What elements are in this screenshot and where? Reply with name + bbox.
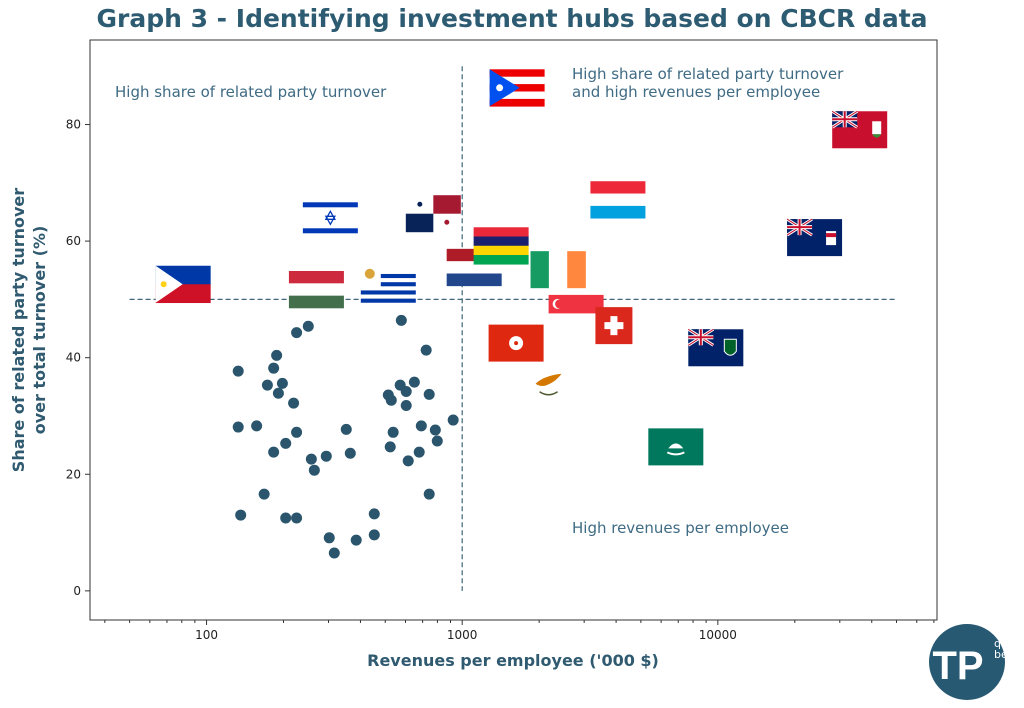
- data-point: [447, 414, 459, 426]
- y-tick-label: 40: [66, 351, 81, 365]
- data-point: [408, 376, 420, 388]
- data-point: [387, 426, 399, 438]
- data-point: [423, 388, 435, 400]
- flag-cyprus-icon: [521, 367, 577, 405]
- data-point: [288, 397, 300, 409]
- flag-mauritius-icon: [473, 227, 529, 265]
- data-point: [340, 423, 352, 435]
- data-point: [328, 547, 340, 559]
- data-point: [268, 362, 280, 374]
- data-point: [271, 349, 283, 361]
- logo-text: TP: [932, 644, 983, 688]
- data-point: [268, 446, 280, 458]
- data-point: [413, 446, 425, 458]
- flag-israel-icon: [302, 199, 358, 237]
- data-point: [258, 488, 270, 500]
- data-point: [291, 426, 303, 438]
- flag-cayman-islands-icon: [786, 217, 843, 257]
- data-point: [305, 453, 317, 465]
- flag-bermuda-icon: [831, 110, 888, 149]
- annotation-top-left: High share of related party turnover: [115, 83, 387, 101]
- data-point: [420, 344, 432, 356]
- x-tick-label: 10000: [699, 628, 737, 642]
- data-point: [395, 314, 407, 326]
- annotation-bottom-right: High revenues per employee: [572, 519, 789, 537]
- flag-switzerland-icon: [595, 307, 633, 345]
- y-tick-label: 0: [73, 584, 81, 598]
- data-point: [423, 488, 435, 500]
- logo-sup-2: be: [994, 648, 1008, 661]
- data-point: [276, 377, 288, 389]
- data-point: [385, 394, 397, 406]
- flag-singapore-icon: [548, 294, 604, 333]
- data-point: [272, 387, 284, 399]
- flag-british-virgin-islands-icon: [687, 328, 744, 367]
- flag-macao-icon: [648, 428, 704, 466]
- data-point: [429, 424, 441, 436]
- flag-panama-icon: [405, 195, 461, 233]
- data-point: [291, 327, 303, 339]
- flag-hong-kong-icon: [488, 324, 544, 362]
- data-points: [232, 314, 459, 559]
- tpqube-logo: TP qu be: [929, 624, 1008, 700]
- data-point: [344, 447, 356, 459]
- annotation-top-right-line1: High share of related party turnover: [572, 65, 844, 83]
- y-tick-label: 60: [66, 234, 81, 248]
- data-point: [415, 420, 427, 432]
- flag-hungary-icon: [288, 270, 344, 309]
- y-axis-label-line1: Share of related party turnover: [9, 188, 28, 472]
- data-point: [291, 512, 303, 524]
- data-point: [368, 529, 380, 541]
- country-flags: [155, 69, 888, 466]
- x-axis-label: Revenues per employee ('000 $): [367, 651, 659, 670]
- data-point: [232, 421, 244, 433]
- data-point: [350, 534, 362, 546]
- data-point: [308, 464, 320, 476]
- annotation-top-right-line2: and high revenues per employee: [572, 83, 820, 101]
- data-point: [261, 379, 273, 391]
- data-point: [368, 508, 380, 520]
- data-point: [323, 532, 335, 544]
- data-point: [320, 450, 332, 462]
- plot-frame: [89, 39, 938, 621]
- data-point: [384, 441, 396, 453]
- data-point: [251, 420, 263, 432]
- axis-ticks: 100 1000 10000 0 20 40 60 80: [66, 118, 935, 642]
- logo-sup-1: qu: [994, 637, 1008, 650]
- x-tick-label: 100: [195, 628, 218, 642]
- data-point: [402, 455, 414, 467]
- data-point: [400, 385, 412, 397]
- flag-ireland-icon: [530, 251, 586, 289]
- flag-puerto-rico-icon: [489, 69, 545, 107]
- y-axis-label-line2: over total turnover (%): [30, 226, 49, 435]
- flag-luxembourg-icon: [590, 181, 646, 219]
- data-point: [235, 509, 247, 521]
- x-tick-label: 1000: [447, 628, 478, 642]
- data-point: [232, 365, 244, 377]
- data-point: [280, 437, 292, 449]
- flag-uruguay-icon: [360, 265, 416, 303]
- chart-title: Graph 3 - Identifying investment hubs ba…: [96, 4, 928, 33]
- data-point: [302, 320, 314, 332]
- y-tick-label: 20: [66, 467, 81, 481]
- y-tick-label: 80: [66, 118, 81, 132]
- data-point: [431, 435, 443, 447]
- data-point: [400, 399, 412, 411]
- flag-philippines-icon: [155, 265, 211, 304]
- data-point: [280, 512, 292, 524]
